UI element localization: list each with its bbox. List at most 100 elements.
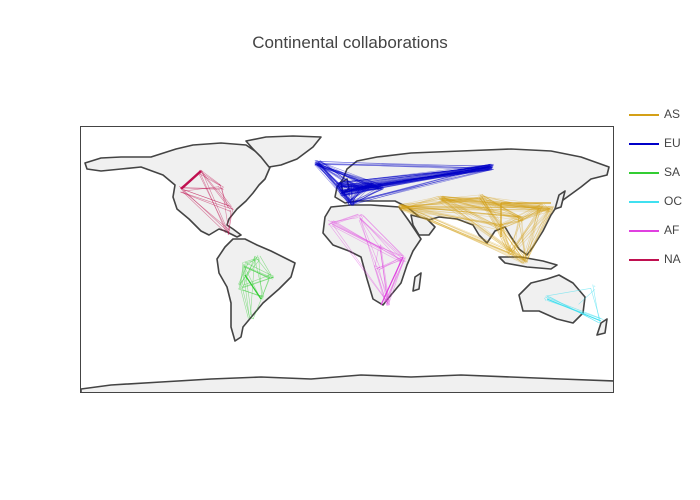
route-eu bbox=[314, 163, 341, 189]
route-as bbox=[399, 208, 549, 212]
route-eu bbox=[315, 164, 383, 186]
route-as bbox=[481, 198, 523, 260]
legend-item-as[interactable]: AS bbox=[628, 104, 688, 124]
route-eu bbox=[351, 185, 383, 205]
legend-item-oc[interactable]: OC bbox=[628, 191, 688, 211]
route-as bbox=[499, 225, 511, 252]
route-as bbox=[438, 197, 444, 202]
route-eu bbox=[358, 185, 383, 191]
route-eu bbox=[314, 161, 373, 187]
route-as bbox=[441, 199, 551, 211]
route-eu bbox=[336, 165, 493, 185]
route-eu bbox=[340, 191, 353, 204]
route-sa bbox=[245, 262, 273, 277]
route-eu bbox=[341, 185, 381, 189]
route-as bbox=[541, 205, 544, 207]
route-eu bbox=[345, 181, 369, 195]
route-as bbox=[400, 199, 482, 208]
route-as bbox=[403, 205, 520, 218]
route-af bbox=[329, 222, 381, 250]
legend-swatch bbox=[629, 201, 659, 203]
legend-swatch bbox=[629, 114, 659, 116]
route-as bbox=[441, 198, 482, 201]
route-as bbox=[402, 198, 442, 209]
route-as bbox=[443, 195, 542, 206]
route-as bbox=[483, 195, 525, 220]
route-as bbox=[441, 196, 549, 211]
route-as bbox=[438, 201, 527, 263]
world-map[interactable] bbox=[80, 126, 614, 393]
route-as bbox=[501, 221, 520, 226]
route-eu bbox=[339, 182, 380, 190]
route-eu bbox=[373, 169, 494, 185]
route-as bbox=[441, 198, 550, 212]
route-eu bbox=[351, 187, 354, 190]
route-eu bbox=[342, 188, 364, 191]
route-eu bbox=[345, 187, 362, 192]
route-af bbox=[386, 260, 405, 301]
route-eu bbox=[352, 165, 493, 206]
route-eu bbox=[316, 162, 491, 170]
route-as bbox=[509, 209, 542, 257]
route-af bbox=[387, 259, 404, 306]
route-as bbox=[511, 207, 540, 254]
route-as bbox=[400, 204, 528, 259]
route-eu bbox=[343, 194, 351, 201]
route-eu bbox=[358, 184, 382, 189]
route-as bbox=[442, 196, 499, 230]
route-as bbox=[398, 197, 439, 208]
route-eu bbox=[340, 164, 493, 186]
route-as bbox=[403, 207, 511, 255]
route-as bbox=[518, 219, 528, 262]
route-eu bbox=[341, 183, 349, 189]
route-as bbox=[399, 205, 550, 209]
route-af bbox=[330, 217, 359, 223]
route-as bbox=[518, 205, 540, 222]
route-as bbox=[439, 201, 522, 218]
route-as bbox=[441, 195, 444, 202]
route-as bbox=[524, 259, 527, 262]
route-as bbox=[401, 205, 524, 264]
route-eu bbox=[341, 184, 380, 188]
legend-item-eu[interactable]: EU bbox=[628, 133, 688, 153]
legend-item-af[interactable]: AF bbox=[628, 220, 688, 240]
route-as bbox=[522, 205, 544, 222]
route-af bbox=[328, 223, 390, 306]
route-as bbox=[540, 206, 554, 211]
land-masses bbox=[81, 135, 613, 392]
route-eu bbox=[353, 167, 490, 189]
route-eu bbox=[371, 185, 379, 190]
route-as bbox=[483, 199, 544, 210]
route-as bbox=[440, 198, 528, 263]
route-as bbox=[538, 206, 550, 211]
legend-item-sa[interactable]: SA bbox=[628, 162, 688, 182]
route-eu bbox=[368, 184, 373, 186]
route-eu bbox=[318, 164, 340, 186]
route-as bbox=[402, 203, 544, 206]
route-af bbox=[360, 218, 381, 268]
route-as bbox=[397, 205, 400, 208]
legend-item-na[interactable]: NA bbox=[628, 249, 688, 269]
route-as bbox=[400, 209, 502, 226]
north-america-land bbox=[84, 142, 272, 238]
route-eu bbox=[340, 183, 350, 190]
collaboration-routes bbox=[179, 159, 604, 324]
route-eu bbox=[344, 187, 383, 193]
route-as bbox=[519, 203, 542, 219]
route-as bbox=[441, 198, 512, 252]
route-na bbox=[180, 191, 231, 212]
route-oc bbox=[590, 287, 601, 320]
route-eu bbox=[345, 183, 371, 193]
route-as bbox=[513, 249, 525, 262]
route-eu bbox=[316, 164, 371, 187]
route-eu bbox=[339, 186, 343, 195]
route-eu bbox=[363, 163, 492, 188]
route-eu bbox=[340, 187, 374, 191]
route-eu bbox=[340, 184, 370, 188]
route-eu bbox=[348, 165, 490, 185]
route-eu bbox=[341, 186, 361, 192]
route-as bbox=[521, 208, 540, 261]
route-eu bbox=[350, 186, 353, 205]
route-af bbox=[359, 217, 403, 257]
route-as bbox=[482, 194, 523, 221]
